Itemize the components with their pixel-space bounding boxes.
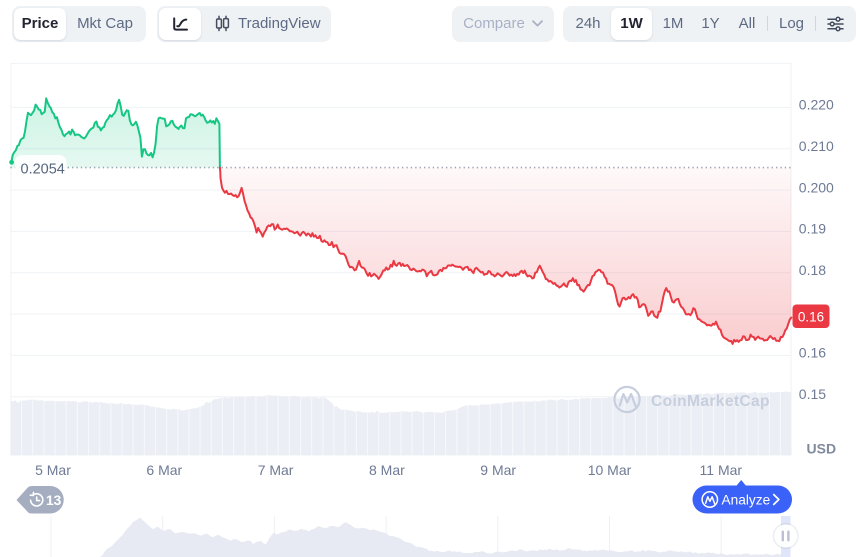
svg-text:USD: USD bbox=[807, 441, 837, 457]
svg-text:Analyze: Analyze bbox=[722, 492, 771, 507]
svg-text:9 Mar: 9 Mar bbox=[480, 462, 516, 478]
svg-text:13: 13 bbox=[46, 493, 62, 508]
svg-text:0.18: 0.18 bbox=[799, 262, 826, 278]
svg-text:CoinMarketCap: CoinMarketCap bbox=[651, 393, 770, 410]
svg-text:0.16: 0.16 bbox=[798, 310, 824, 325]
svg-text:0.220: 0.220 bbox=[799, 97, 834, 113]
svg-text:5 Mar: 5 Mar bbox=[35, 462, 71, 478]
svg-text:6 Mar: 6 Mar bbox=[146, 462, 182, 478]
svg-text:0.2054: 0.2054 bbox=[21, 161, 65, 177]
svg-text:0.19: 0.19 bbox=[799, 221, 826, 237]
svg-text:11 Mar: 11 Mar bbox=[700, 462, 743, 478]
svg-text:0.15: 0.15 bbox=[799, 386, 826, 402]
svg-text:0.16: 0.16 bbox=[799, 345, 826, 361]
svg-text:0.210: 0.210 bbox=[799, 138, 834, 154]
svg-text:0.200: 0.200 bbox=[799, 179, 834, 195]
svg-text:7 Mar: 7 Mar bbox=[258, 462, 294, 478]
svg-text:8 Mar: 8 Mar bbox=[369, 462, 405, 478]
svg-text:10 Mar: 10 Mar bbox=[588, 462, 632, 478]
